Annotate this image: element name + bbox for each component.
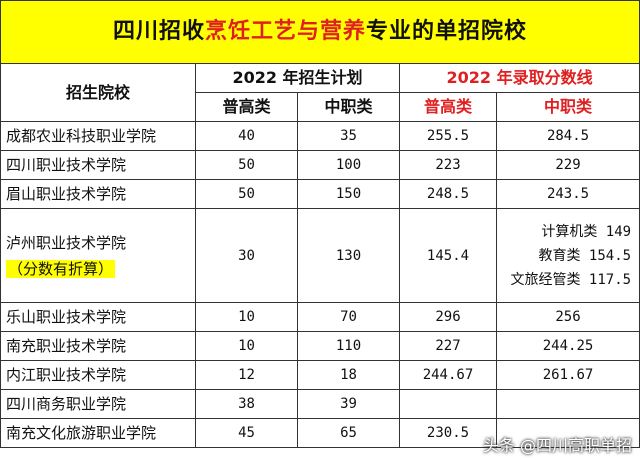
score-vocational: 256 [495, 302, 640, 332]
title-suffix: 专业的单招院校 [366, 19, 528, 44]
school-name: 四川职业技术学院 [0, 150, 196, 180]
header-plan-vocational: 中职类 [297, 92, 400, 122]
school-name: 南充职业技术学院 [0, 331, 196, 361]
plan-vocational: 110 [297, 331, 400, 361]
score-general: 230.5 [399, 418, 497, 448]
table-row: 乐山职业技术学院 10 70 296 256 [0, 302, 640, 332]
header-school: 招生院校 [0, 63, 196, 122]
table-row: 泸州职业技术学院 （分数有折算） 30 130 145.4 计算机类 149 教… [0, 208, 640, 303]
score-general: 227 [399, 331, 497, 361]
table-row: 眉山职业技术学院 50 150 248.5 243.5 [0, 179, 640, 209]
score-general [399, 389, 497, 419]
table-row: 四川职业技术学院 50 100 223 229 [0, 150, 640, 180]
plan-vocational: 100 [297, 150, 400, 180]
score-vocational: 243.5 [495, 179, 640, 209]
plan-general: 10 [195, 331, 298, 361]
table-row: 四川商务职业学院 38 39 [0, 389, 640, 419]
score-general: 145.4 [399, 208, 497, 303]
plan-general: 12 [195, 360, 298, 390]
table-row: 成都农业科技职业学院 40 35 255.5 284.5 [0, 121, 640, 151]
plan-vocational: 150 [297, 179, 400, 209]
school-name: 四川商务职业学院 [0, 389, 196, 419]
score-general: 244.67 [399, 360, 497, 390]
score-vocational: 229 [495, 150, 640, 180]
score-vocational: 284.5 [495, 121, 640, 151]
score-vocational-multi: 计算机类 149 教育类 154.5 文旅经管类 117.5 [495, 208, 640, 303]
school-name: 眉山职业技术学院 [0, 179, 196, 209]
plan-general: 40 [195, 121, 298, 151]
plan-general: 38 [195, 389, 298, 419]
header-score-vocational: 中职类 [495, 92, 640, 122]
plan-general: 45 [195, 418, 298, 448]
school-name: 南充文化旅游职业学院 [0, 418, 196, 448]
header-plan-general: 普高类 [195, 92, 298, 122]
watermark: 头条 @四川高职单招 [483, 432, 632, 456]
plan-vocational: 70 [297, 302, 400, 332]
score-vocational: 261.67 [495, 360, 640, 390]
score-vocational [495, 418, 640, 448]
header-score-general: 普高类 [399, 92, 497, 122]
plan-vocational: 35 [297, 121, 400, 151]
school-name: 泸州职业技术学院 [6, 233, 127, 252]
score-general: 223 [399, 150, 497, 180]
score-vocational: 244.25 [495, 331, 640, 361]
school-name-cell: 泸州职业技术学院 （分数有折算） [0, 208, 196, 303]
table-row: 南充文化旅游职业学院 45 65 230.5 [0, 418, 640, 448]
header-score-group: 2022 年录取分数线 [398, 63, 640, 93]
table-row: 南充职业技术学院 10 110 227 244.25 [0, 331, 640, 361]
admissions-table: 四川招收烹饪工艺与营养专业的单招院校 招生院校 2022 年招生计划 2022 … [0, 0, 640, 448]
watermark-text: 头条 @四川高职单招 [482, 436, 632, 455]
plan-vocational: 130 [297, 208, 400, 303]
title-highlight: 烹饪工艺与营养 [205, 19, 367, 44]
table-row: 内江职业技术学院 12 18 244.67 261.67 [0, 360, 640, 390]
school-name: 乐山职业技术学院 [0, 302, 196, 332]
title-prefix: 四川招收 [113, 19, 206, 44]
score-vocational [495, 389, 640, 419]
plan-general: 50 [195, 179, 298, 209]
score-vocational-line: 计算机类 149 [541, 223, 632, 240]
score-general: 296 [399, 302, 497, 332]
plan-general: 50 [195, 150, 298, 180]
table-title: 四川招收烹饪工艺与营养专业的单招院校 [0, 0, 640, 64]
school-name: 内江职业技术学院 [0, 360, 196, 390]
score-vocational-line: 教育类 154.5 [538, 247, 632, 264]
plan-vocational: 18 [297, 360, 400, 390]
score-general: 255.5 [399, 121, 497, 151]
header-plan-group: 2022 年招生计划 [195, 63, 400, 93]
score-general: 248.5 [399, 179, 497, 209]
plan-general: 10 [195, 302, 298, 332]
school-name: 成都农业科技职业学院 [0, 121, 196, 151]
plan-vocational: 65 [297, 418, 400, 448]
plan-general: 30 [195, 208, 298, 303]
score-vocational-line: 文旅经管类 117.5 [510, 271, 632, 288]
plan-vocational: 39 [297, 389, 400, 419]
score-conversion-note: （分数有折算） [6, 259, 116, 278]
